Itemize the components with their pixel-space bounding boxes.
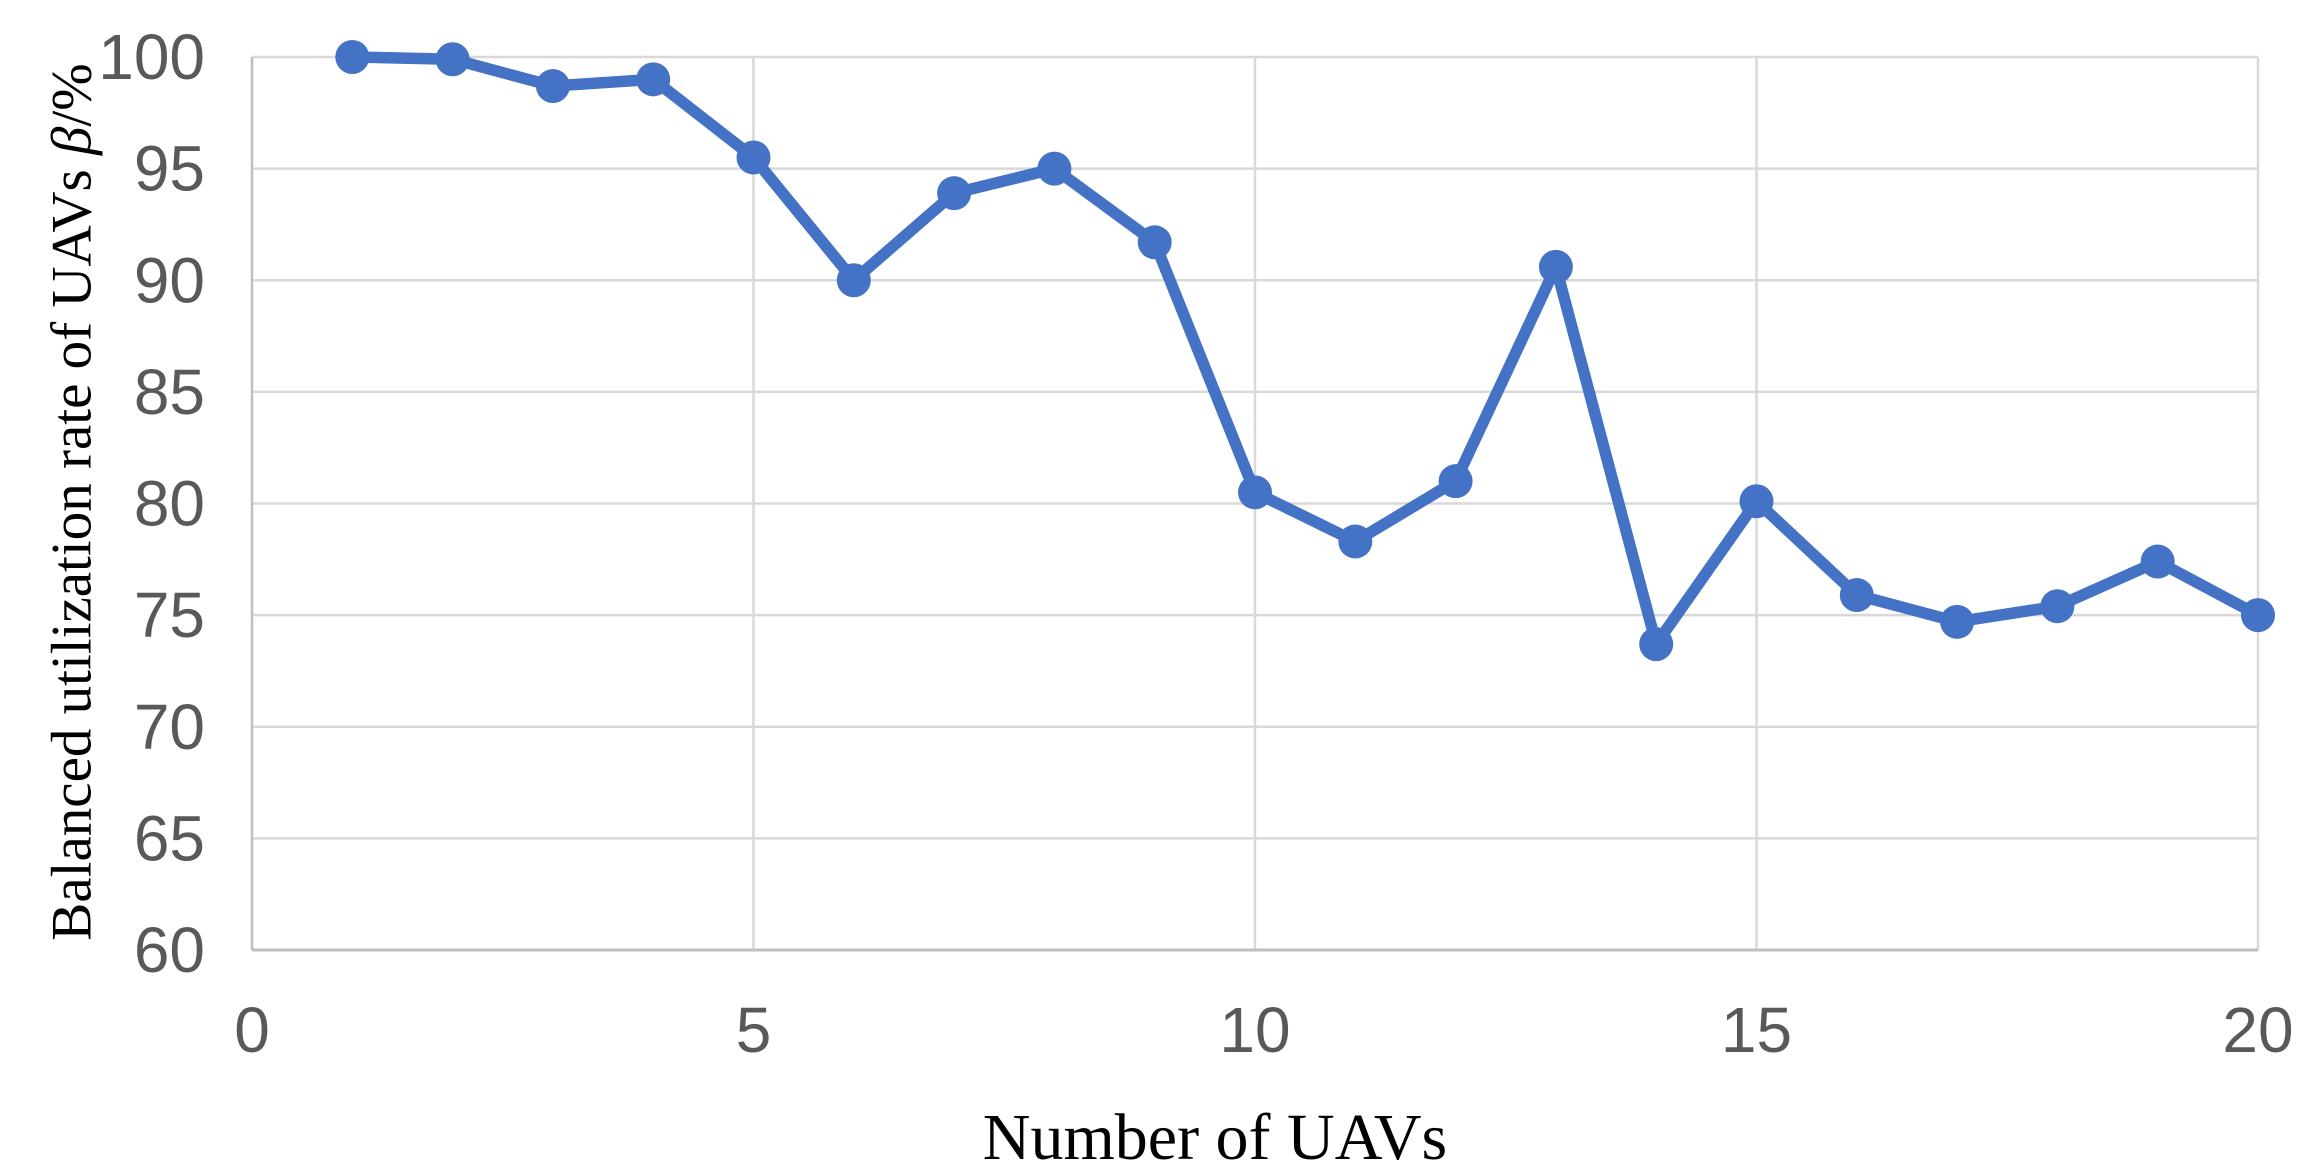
data-point-marker: [335, 40, 370, 74]
data-point-marker: [1739, 484, 1774, 519]
data-point-marker: [1238, 475, 1272, 510]
data-point-marker: [1137, 225, 1172, 260]
data-point-marker: [836, 263, 871, 298]
x-tick-label: 15: [1721, 994, 1792, 1066]
y-tick-label: 100: [98, 21, 205, 93]
y-tick-label: 60: [134, 914, 205, 986]
y-tick-label: 75: [134, 579, 205, 651]
y-tick-label: 85: [134, 356, 205, 428]
x-tick-label: 5: [736, 994, 772, 1066]
data-point-marker: [2241, 598, 2275, 633]
data-point-marker: [2040, 589, 2075, 624]
series-line: [346, 51, 2264, 650]
data-point-marker: [535, 69, 570, 104]
data-point-marker: [1940, 604, 1975, 639]
y-tick-label: 65: [134, 802, 205, 874]
x-tick-label: 10: [1219, 994, 1290, 1066]
data-point-marker: [636, 62, 671, 97]
data-point-marker: [937, 176, 972, 211]
data-point-marker: [1839, 578, 1874, 613]
data-point-marker: [1538, 249, 1573, 284]
x-tick-label: 20: [2222, 994, 2293, 1066]
data-point-marker: [1438, 464, 1473, 499]
data-point-marker: [1639, 627, 1674, 662]
y-tick-label: 80: [134, 468, 205, 540]
y-tick-label: 70: [134, 691, 205, 763]
y-tick-label: 90: [134, 244, 205, 316]
data-point-marker: [2140, 544, 2175, 579]
y-tick-label: 95: [134, 133, 205, 205]
x-axis-title: Number of UAVs: [982, 1101, 1448, 1168]
data-point-marker: [1037, 151, 1072, 186]
data-point-marker: [1338, 524, 1373, 559]
x-tick-label: 0: [234, 994, 270, 1066]
data-point-marker: [736, 140, 771, 175]
data-point-marker: [435, 42, 470, 77]
